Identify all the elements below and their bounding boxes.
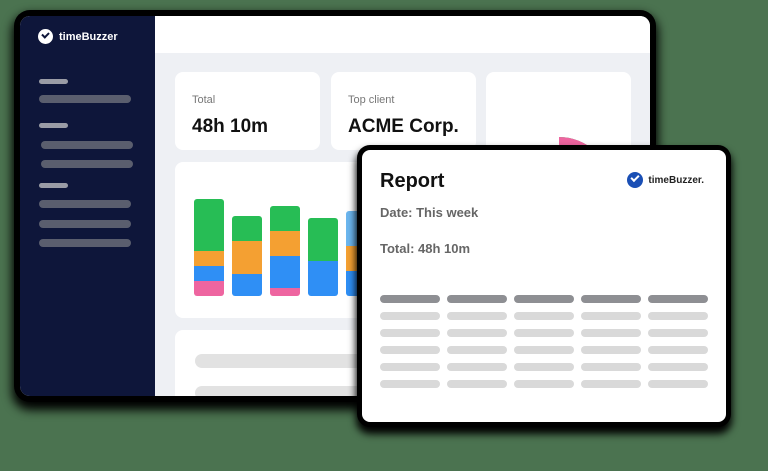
table-cell xyxy=(581,380,641,388)
table-cell xyxy=(514,312,574,320)
total-label: Total xyxy=(192,94,216,106)
brand-name: timeBuzzer xyxy=(59,30,118,43)
bar-segment xyxy=(232,241,262,274)
bar-segment xyxy=(308,261,338,296)
report-brand-name: timeBuzzer. xyxy=(648,174,704,186)
skeleton-line xyxy=(195,386,455,396)
report-date: Date: This week xyxy=(380,205,479,220)
top-client-value: ACME Corp. xyxy=(348,116,459,137)
sidebar-item[interactable] xyxy=(39,220,131,228)
top-client-card: Top client ACME Corp. xyxy=(331,72,476,150)
table-cell xyxy=(380,312,440,320)
clock-check-icon xyxy=(627,172,644,188)
sidebar-item[interactable] xyxy=(41,160,133,168)
bar-segment xyxy=(270,231,300,256)
bar-segment xyxy=(232,216,262,241)
table-cell xyxy=(648,346,708,354)
top-client-label: Top client xyxy=(348,94,395,106)
table-cell xyxy=(648,312,708,320)
table-cell xyxy=(447,346,507,354)
table-cell xyxy=(514,329,574,337)
donut-card xyxy=(486,72,631,162)
table-cell xyxy=(380,329,440,337)
sidebar-section-label xyxy=(39,183,68,188)
report-total: Total: 48h 10m xyxy=(380,241,471,256)
total-card: Total 48h 10m xyxy=(175,72,320,150)
table-cell xyxy=(447,329,507,337)
bar-segment xyxy=(232,274,262,296)
table-cell xyxy=(380,363,440,371)
table-cell xyxy=(581,329,641,337)
bar-segment xyxy=(308,218,338,261)
sidebar-item[interactable] xyxy=(39,200,131,208)
table-cell xyxy=(380,380,440,388)
table-cell xyxy=(380,346,440,354)
table-cell xyxy=(514,346,574,354)
clock-check-icon xyxy=(38,29,53,44)
report-card: Report timeBuzzer. Date: This week Total… xyxy=(362,150,726,422)
sidebar: timeBuzzer xyxy=(20,16,155,396)
table-cell xyxy=(648,380,708,388)
bar xyxy=(232,216,262,296)
sidebar-section-label xyxy=(39,79,68,84)
bar-segment xyxy=(270,256,300,288)
donut-chart xyxy=(506,137,612,162)
sidebar-item[interactable] xyxy=(39,239,131,247)
table-cell xyxy=(581,312,641,320)
bar-segment xyxy=(194,281,224,296)
table-cell xyxy=(447,380,507,388)
report-title: Report xyxy=(380,170,445,192)
bar-segment xyxy=(194,266,224,281)
bar-segment xyxy=(194,199,224,251)
table-cell xyxy=(648,329,708,337)
bar xyxy=(194,199,224,296)
table-cell xyxy=(447,363,507,371)
bar-segment xyxy=(270,206,300,231)
bar xyxy=(308,218,338,296)
total-value: 48h 10m xyxy=(192,116,269,137)
table-cell xyxy=(581,363,641,371)
table-header-cell xyxy=(581,295,641,303)
table-header-cell xyxy=(648,295,708,303)
brand-logo[interactable]: timeBuzzer xyxy=(38,29,118,44)
table-cell xyxy=(648,363,708,371)
report-brand-logo: timeBuzzer. xyxy=(627,172,704,188)
sidebar-section-label xyxy=(39,123,68,128)
top-bar xyxy=(155,16,650,53)
bar-segment xyxy=(270,288,300,296)
table-cell xyxy=(581,346,641,354)
bar xyxy=(270,206,300,296)
table-header-cell xyxy=(380,295,440,303)
table-header-cell xyxy=(447,295,507,303)
bar-segment xyxy=(194,251,224,266)
table-cell xyxy=(514,363,574,371)
report-table xyxy=(380,295,708,388)
sidebar-item[interactable] xyxy=(41,141,133,149)
table-cell xyxy=(514,380,574,388)
sidebar-item[interactable] xyxy=(39,95,131,103)
table-cell xyxy=(447,312,507,320)
table-header-cell xyxy=(514,295,574,303)
